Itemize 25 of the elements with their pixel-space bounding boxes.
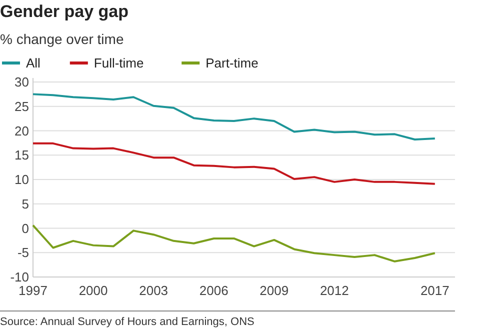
legend-label: Part-time xyxy=(206,56,258,70)
y-tick-label: 30 xyxy=(14,74,29,90)
x-tick-label: 2003 xyxy=(139,283,168,298)
x-tick-label: 2009 xyxy=(260,283,289,298)
y-tick-label: 0 xyxy=(22,220,29,236)
line-series xyxy=(32,93,436,141)
line-series xyxy=(32,224,436,262)
x-tick-label: 2000 xyxy=(78,283,108,298)
chart-subtitle: % change over time xyxy=(0,31,124,47)
chart-title: Gender pay gap xyxy=(0,2,128,21)
line-series xyxy=(32,142,436,185)
x-tick-label: 2017 xyxy=(420,283,450,298)
x-tick-label: 2012 xyxy=(320,283,349,298)
source-note: Source: Annual Survey of Hours and Earnings, ONS xyxy=(0,316,254,328)
y-tick-label: 20 xyxy=(14,123,29,138)
legend-label: All xyxy=(26,56,41,70)
y-tick-label: 5 xyxy=(22,196,29,212)
y-tick-label: -10 xyxy=(10,270,29,284)
y-tick-label: 10 xyxy=(14,172,29,187)
x-tick-label: 2006 xyxy=(199,283,228,298)
legend-label: Full-time xyxy=(94,56,144,70)
y-tick-label: 25 xyxy=(14,98,29,114)
y-tick-label: 15 xyxy=(14,148,29,163)
x-tick-label: 1997 xyxy=(18,283,48,298)
y-tick-label: -5 xyxy=(17,245,29,260)
